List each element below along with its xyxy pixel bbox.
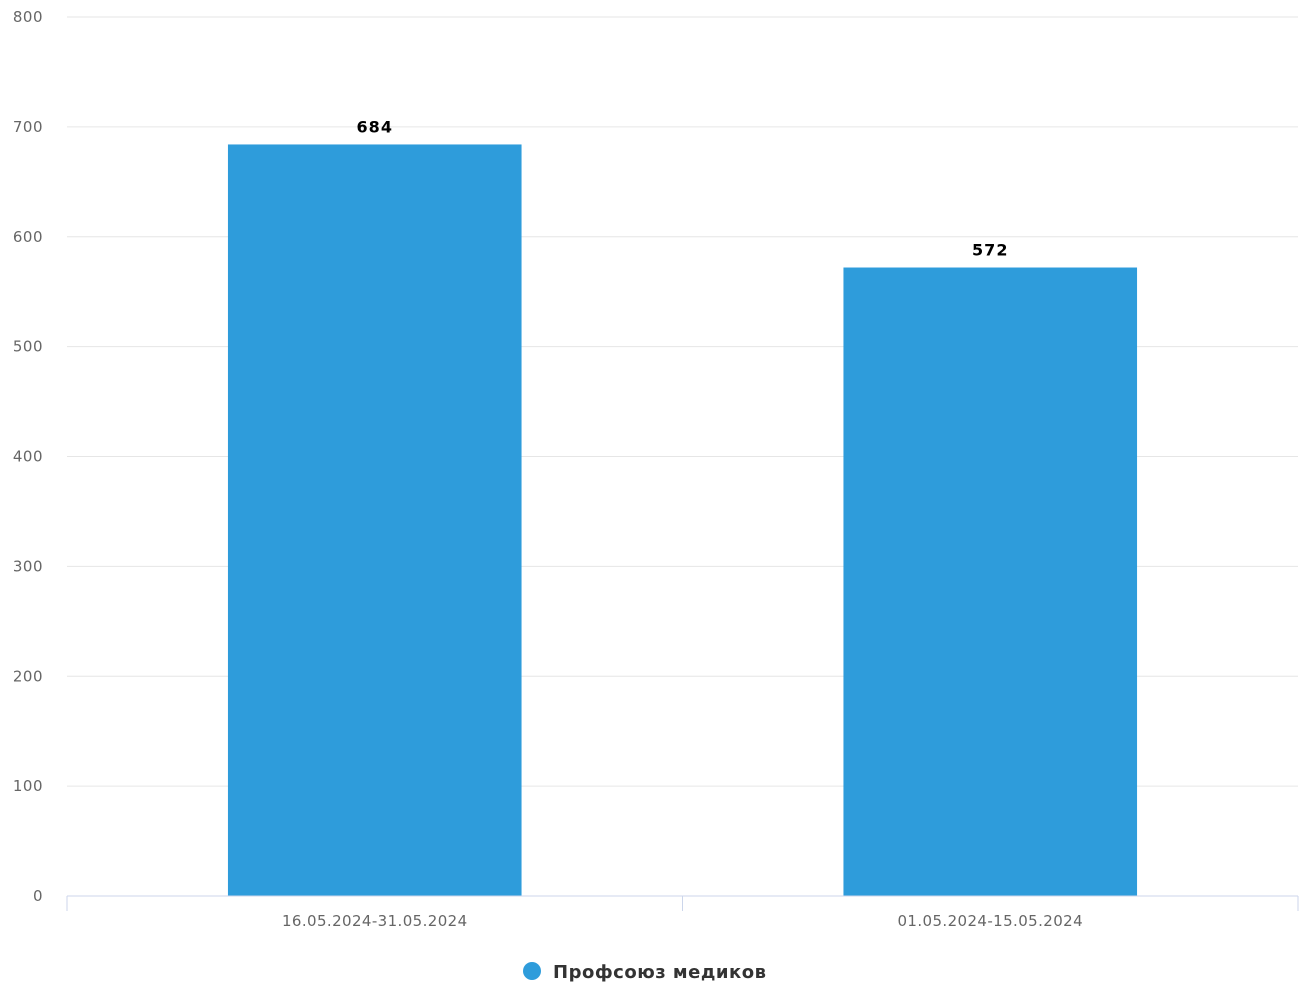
y-tick-label: 0 <box>33 887 43 905</box>
y-axis-tick-labels: 0 100 200 300 400 500 600 700 800 <box>13 8 43 905</box>
data-labels: 684 572 <box>357 117 1008 260</box>
legend[interactable]: Профсоюз медиков <box>523 962 766 983</box>
y-tick-label: 200 <box>13 667 43 685</box>
bar[interactable] <box>227 144 522 896</box>
y-tick-label: 700 <box>13 118 43 136</box>
legend-marker[interactable] <box>523 962 541 980</box>
y-tick-label: 500 <box>13 338 43 356</box>
y-tick-label: 600 <box>13 228 43 246</box>
x-axis-tick-labels: 16.05.2024-31.05.2024 01.05.2024-15.05.20… <box>282 912 1083 930</box>
y-tick-label: 300 <box>13 557 43 575</box>
x-tick-label: 16.05.2024-31.05.2024 <box>282 912 468 930</box>
y-tick-label: 100 <box>13 777 43 795</box>
y-tick-label: 400 <box>13 448 43 466</box>
bar[interactable] <box>843 267 1138 896</box>
y-tick-label: 800 <box>13 8 43 26</box>
data-label: 684 <box>357 117 393 136</box>
data-label: 572 <box>972 241 1008 260</box>
x-tick-label: 01.05.2024-15.05.2024 <box>897 912 1083 930</box>
legend-item-label[interactable]: Профсоюз медиков <box>553 962 766 983</box>
bars <box>227 144 1138 896</box>
x-axis <box>66 895 1299 911</box>
